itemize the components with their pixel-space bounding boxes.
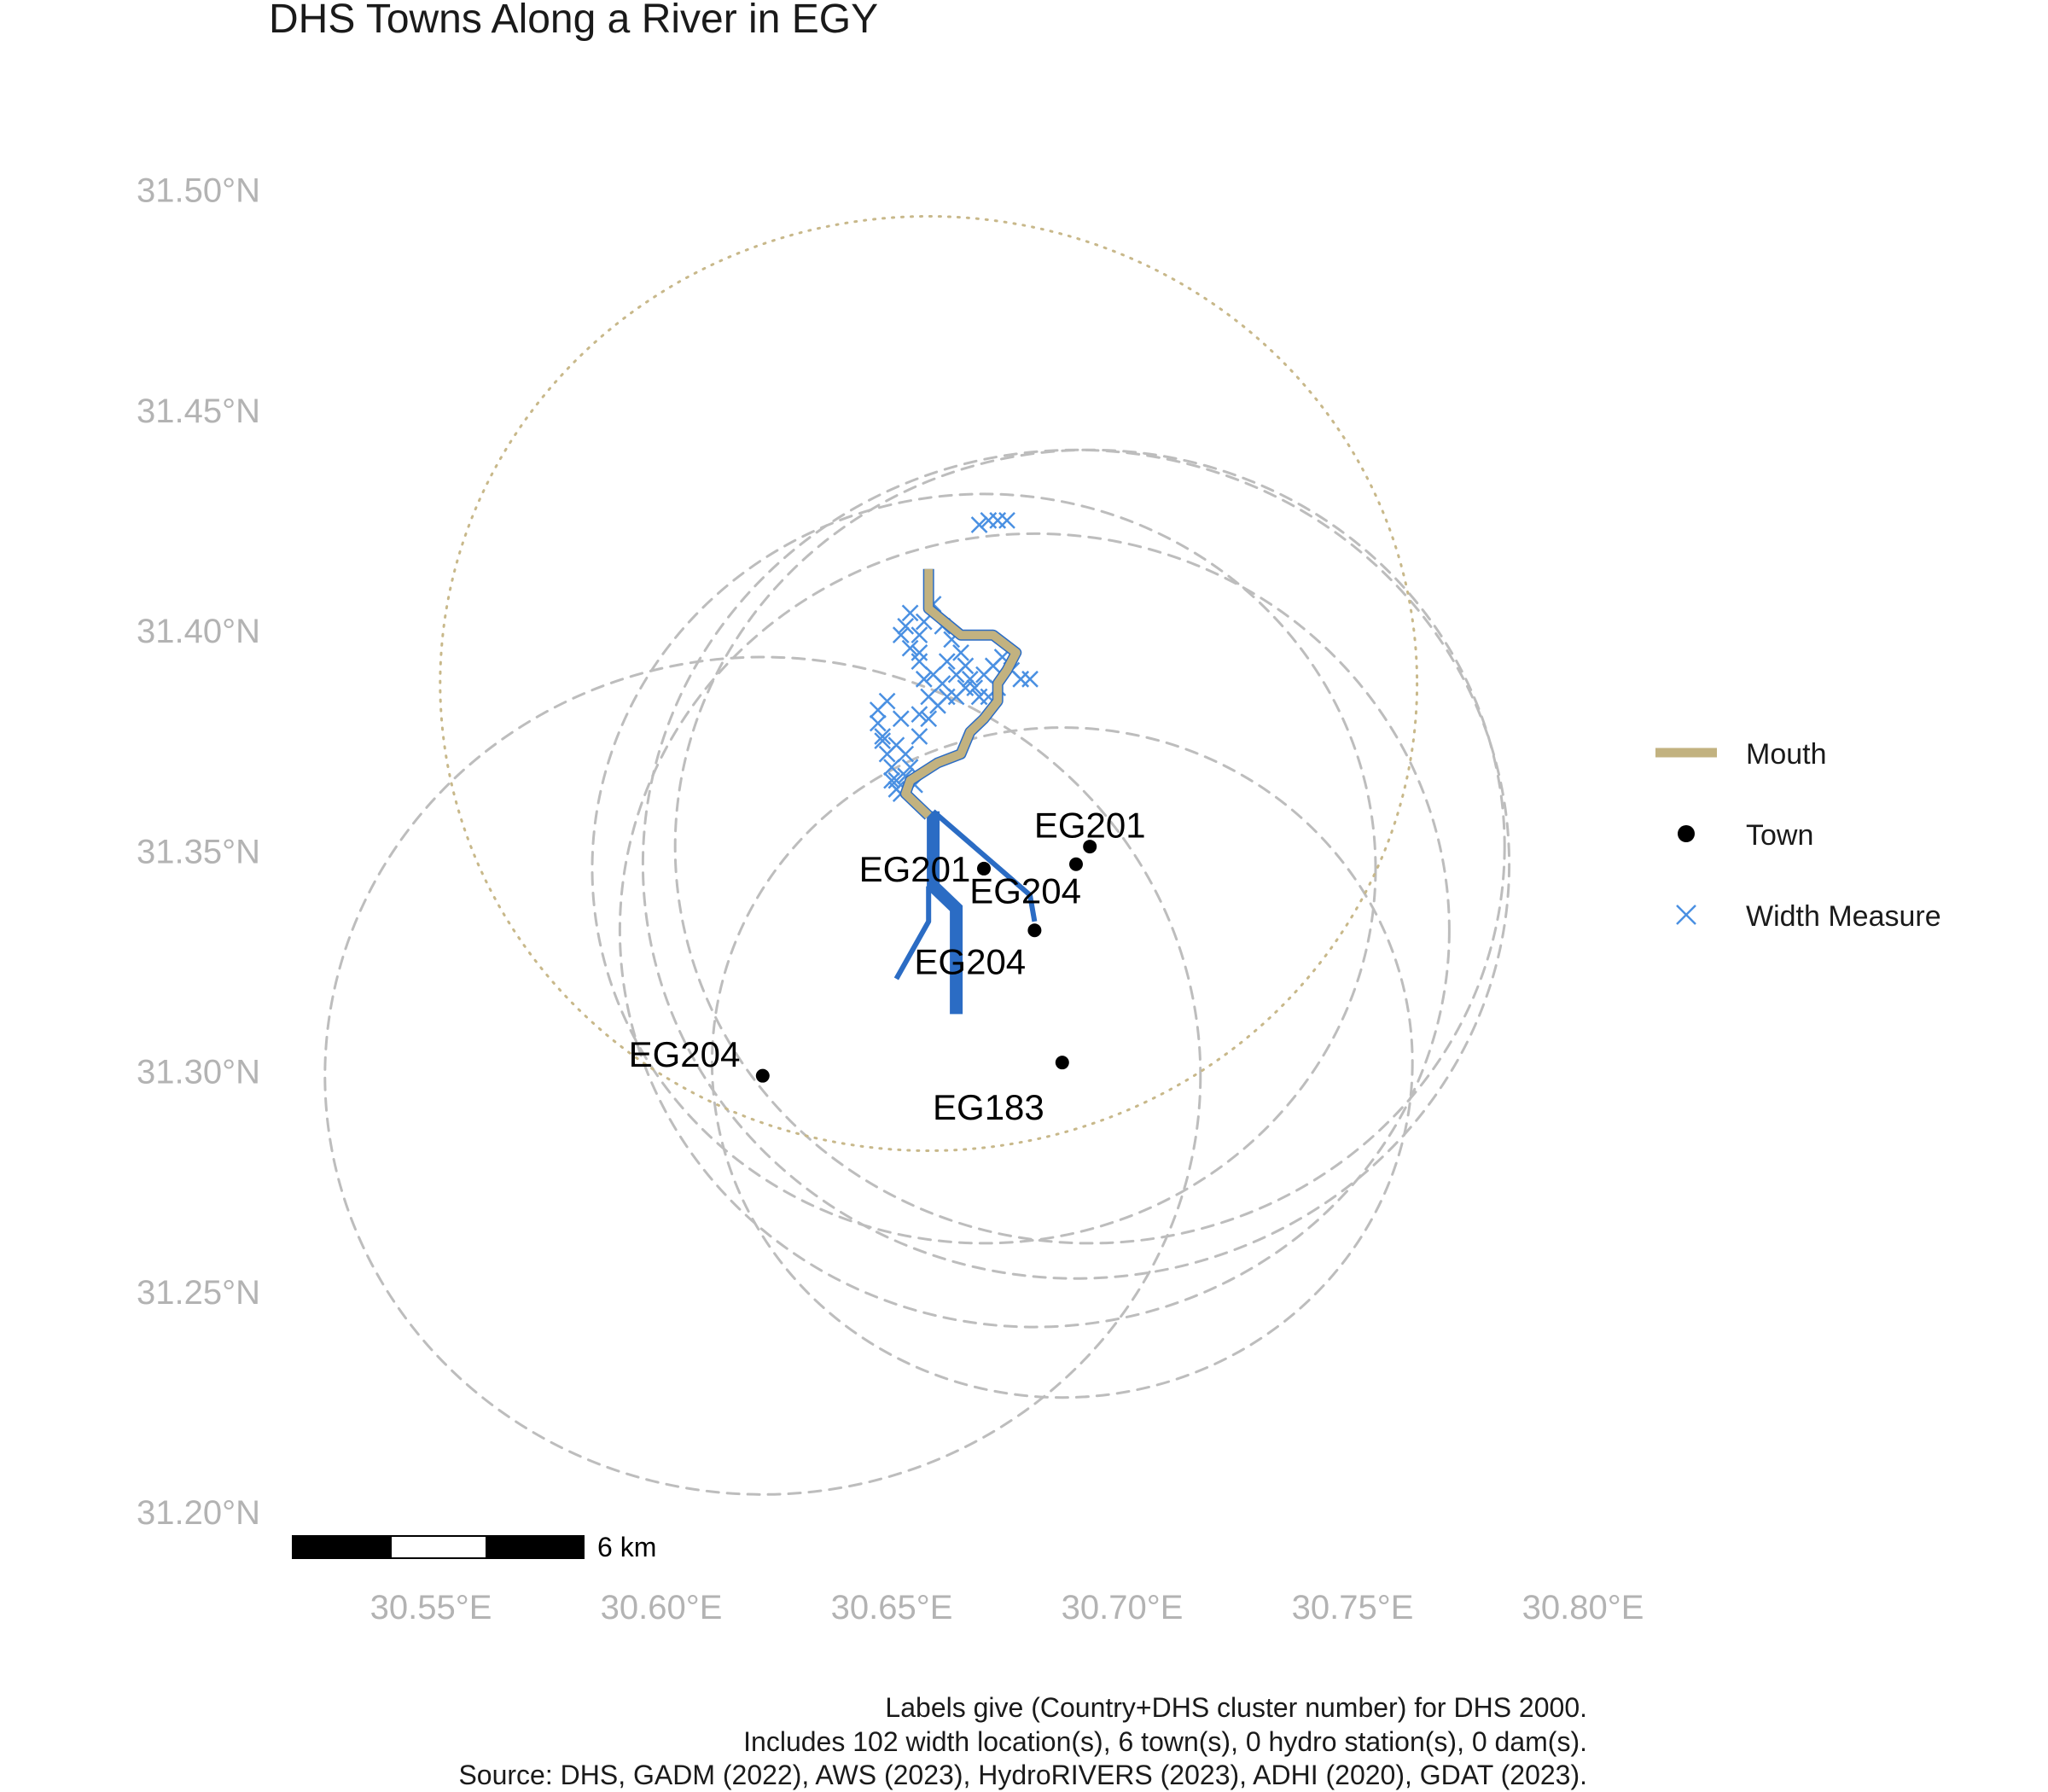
width-measure-marker <box>883 771 900 789</box>
town-buffer-circle <box>618 532 1451 1329</box>
width-measure-marker <box>892 626 910 644</box>
town-buffer-circle <box>641 448 1511 1280</box>
x-tick-label: 30.65°E <box>831 1589 953 1626</box>
width-measure-marker <box>874 732 892 750</box>
x-tick-label: 30.70°E <box>1062 1589 1184 1626</box>
town-buffer-circle <box>323 655 1202 1496</box>
width-measure-marker <box>938 653 956 671</box>
river-segment <box>931 809 1038 922</box>
width-measure-marker <box>920 710 938 728</box>
width-measure-marker <box>869 714 887 732</box>
river-mouth <box>899 568 1022 820</box>
width-measure-marker <box>897 745 915 763</box>
width-measure-marker <box>947 666 965 684</box>
caption-line-3: Source: DHS, GADM (2022), AWS (2023), Hy… <box>458 1760 1587 1790</box>
width-measure-marker <box>952 643 969 661</box>
width-measure-marker <box>920 688 938 706</box>
town-buffer-circle <box>591 492 1377 1245</box>
width-measure-marker <box>961 670 979 688</box>
width-measure-marker <box>901 604 919 622</box>
x-axis: 30.55°E 30.60°E 30.65°E 30.70°E 30.75°E 30.80… <box>370 1589 1644 1626</box>
width-measure-marker <box>901 639 919 657</box>
width-measure-marker <box>915 670 933 688</box>
scale-bar-label: 6 km <box>597 1532 656 1562</box>
width-measure-marker <box>911 728 928 745</box>
width-measure-marker <box>897 617 915 635</box>
width-measure-marker <box>947 688 965 706</box>
width-measure-marker <box>934 675 951 692</box>
y-tick-label: 31.50°N <box>137 172 260 210</box>
town-label: EG204 <box>629 1034 741 1074</box>
scale-bar-segment-2 <box>390 1535 487 1559</box>
x-tick-label: 30.60°E <box>601 1589 723 1626</box>
y-axis: 31.20°N 31.25°N 31.30°N 31.35°N 31.40°N 31.45… <box>137 172 260 1533</box>
caption-line-1: Labels give (Country+DHS cluster number)… <box>885 1692 1587 1723</box>
y-tick-label: 31.30°N <box>137 1054 260 1091</box>
width-measure-marker <box>883 759 900 776</box>
mouth-buffer-circle <box>439 214 1419 1152</box>
scale-bar-segment-1 <box>292 1535 392 1559</box>
scale-bar-segment-3 <box>486 1535 585 1559</box>
y-tick-label: 31.45°N <box>137 393 260 430</box>
width-measure-marker <box>892 710 910 728</box>
town-label: EG201 <box>1034 805 1146 845</box>
town-point <box>977 861 991 876</box>
width-measure-marker <box>878 745 896 763</box>
town-label: EG201 <box>859 849 971 889</box>
map-title: DHS Towns Along a River in EGY <box>269 0 878 42</box>
y-tick-label: 31.40°N <box>137 613 260 650</box>
caption-line-2: Includes 102 width location(s), 6 town(s… <box>743 1726 1587 1757</box>
river-main-channel <box>927 811 963 1015</box>
legend-town-key <box>1678 825 1695 842</box>
legend-width-label: Width Measure <box>1746 900 1941 933</box>
town-label: EG204 <box>969 871 1081 911</box>
town-buffer-circle <box>710 726 1414 1399</box>
river-segment <box>893 886 932 980</box>
x-tick-label: 30.75°E <box>1292 1589 1414 1626</box>
caption: Labels give (Country+DHS cluster number)… <box>458 1692 1587 1790</box>
town-point <box>1055 1056 1069 1070</box>
width-measure-marker <box>911 706 928 724</box>
legend-town-label: Town <box>1746 819 1813 852</box>
y-tick-label: 31.25°N <box>137 1274 260 1312</box>
mouth-line <box>901 568 1021 819</box>
width-measure-marker <box>911 643 928 661</box>
width-measure-marker <box>869 701 887 719</box>
town-point <box>755 1068 770 1083</box>
width-measure-marker <box>1012 670 1030 688</box>
width-measure-marker <box>989 511 1007 529</box>
width-measure-marker <box>970 516 988 533</box>
legend-width-key <box>1676 905 1696 925</box>
town-points <box>755 840 1097 1083</box>
width-measure-marker <box>998 511 1015 529</box>
y-tick-label: 31.20°N <box>137 1494 260 1532</box>
width-measure-marker <box>1021 670 1039 688</box>
town-label: EG183 <box>933 1087 1044 1127</box>
width-measure-marker <box>911 653 928 671</box>
town-point <box>1069 857 1083 871</box>
x-tick-label: 30.55°E <box>370 1589 492 1626</box>
legend-mouth-label: Mouth <box>1746 738 1827 771</box>
buffer-circles <box>323 214 1511 1496</box>
x-tick-label: 30.80°E <box>1522 1589 1644 1626</box>
width-measure-marker <box>874 728 892 745</box>
town-point <box>1027 923 1042 938</box>
width-measure-marker <box>911 626 928 644</box>
scale-bar: 6 km <box>292 1532 656 1562</box>
river-network <box>893 809 1038 1015</box>
width-measure-marker <box>915 613 933 631</box>
town-point <box>1083 840 1097 854</box>
town-label: EG204 <box>914 941 1026 981</box>
y-tick-label: 31.35°N <box>137 833 260 870</box>
legend: Mouth Town Width Measure <box>1655 738 1941 933</box>
